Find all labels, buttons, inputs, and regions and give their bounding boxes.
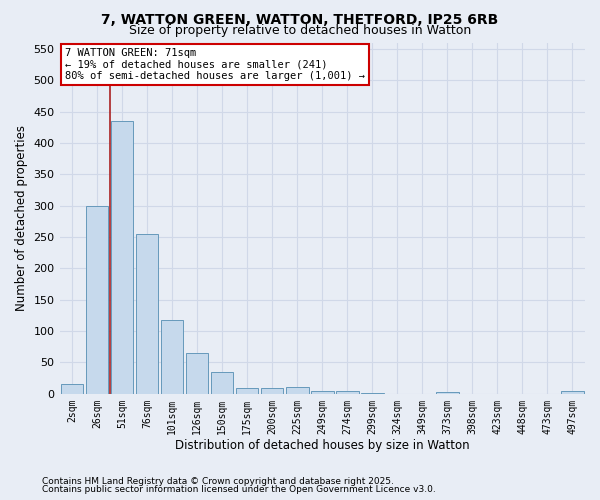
Bar xyxy=(261,388,283,394)
X-axis label: Distribution of detached houses by size in Watton: Distribution of detached houses by size … xyxy=(175,440,470,452)
Bar xyxy=(311,390,334,394)
Bar xyxy=(111,121,133,394)
Bar xyxy=(211,372,233,394)
Text: Contains public sector information licensed under the Open Government Licence v3: Contains public sector information licen… xyxy=(42,485,436,494)
Bar xyxy=(361,393,383,394)
Bar xyxy=(561,392,584,394)
Text: Contains HM Land Registry data © Crown copyright and database right 2025.: Contains HM Land Registry data © Crown c… xyxy=(42,477,394,486)
Bar xyxy=(436,392,458,394)
Bar xyxy=(161,320,184,394)
Text: 7 WATTON GREEN: 71sqm
← 19% of detached houses are smaller (241)
80% of semi-det: 7 WATTON GREEN: 71sqm ← 19% of detached … xyxy=(65,48,365,81)
Bar xyxy=(236,388,259,394)
Text: Size of property relative to detached houses in Watton: Size of property relative to detached ho… xyxy=(129,24,471,37)
Bar xyxy=(61,384,83,394)
Bar xyxy=(136,234,158,394)
Bar xyxy=(186,353,208,394)
Bar xyxy=(286,387,308,394)
Y-axis label: Number of detached properties: Number of detached properties xyxy=(15,125,28,311)
Bar xyxy=(86,206,109,394)
Text: 7, WATTON GREEN, WATTON, THETFORD, IP25 6RB: 7, WATTON GREEN, WATTON, THETFORD, IP25 … xyxy=(101,12,499,26)
Bar xyxy=(336,392,359,394)
